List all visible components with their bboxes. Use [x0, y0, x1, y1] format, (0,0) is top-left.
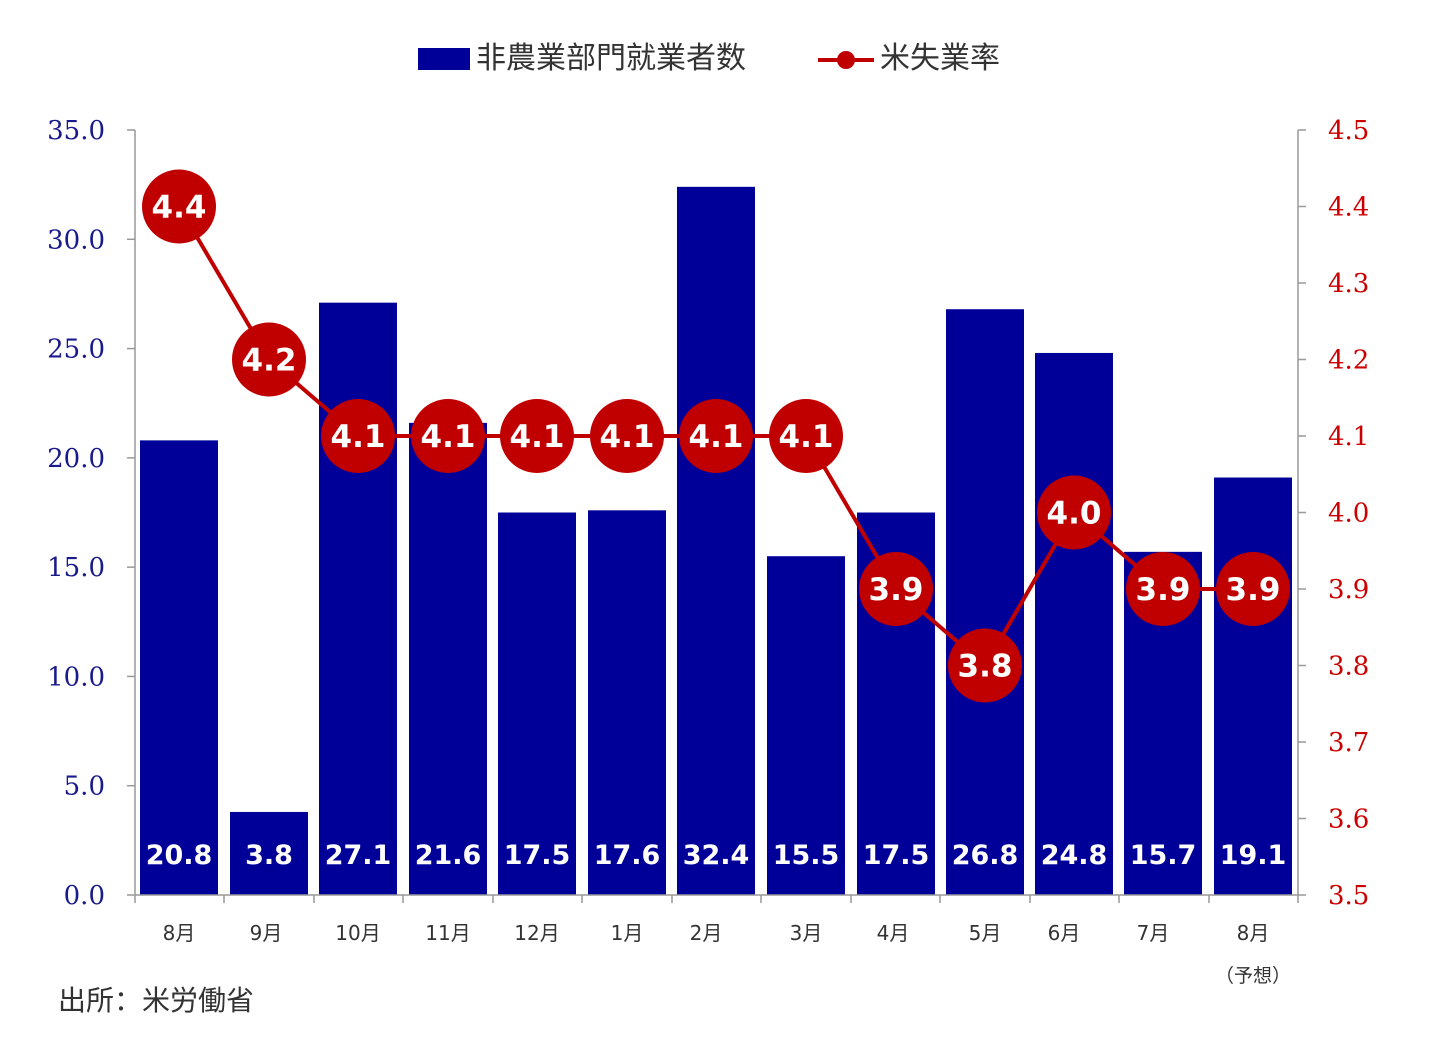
unemployment-value-label: 4.1 [689, 419, 744, 455]
left-axis-tick-label: 5.0 [64, 772, 105, 802]
left-axis-tick-label: 10.0 [47, 662, 105, 692]
unemployment-point [769, 399, 843, 473]
left-axis-tick-label: 35.0 [47, 116, 105, 146]
unemployment-point [1037, 475, 1111, 550]
bar-value-label: 27.1 [325, 840, 392, 871]
legend-line-label: 米失業率 [880, 41, 1000, 76]
right-axis-tick-label: 4.2 [1328, 346, 1369, 376]
right-axis-tick-label: 4.3 [1328, 269, 1369, 299]
legend-bar-swatch [418, 48, 470, 70]
bar [767, 556, 845, 895]
left-axis-tick-label: 20.0 [47, 444, 105, 474]
unemployment-value-label: 4.1 [510, 419, 565, 455]
right-axis-tick-label: 4.1 [1328, 422, 1369, 452]
unemployment-line: 4.4 4.2 4.1 4.1 4.1 4.1 4.1 4.1 3.9 3.8 4.0 3.9 3.9 [142, 169, 1290, 703]
source-note: 出所：米労働省 [58, 984, 254, 1017]
bar-value-label: 15.5 [773, 840, 840, 871]
unemployment-point [232, 322, 306, 397]
bar [1214, 477, 1292, 895]
bar-value-label: 20.8 [146, 840, 213, 871]
bars [140, 186, 1292, 896]
unemployment-point [411, 399, 485, 473]
right-axis-tick-label: 3.6 [1328, 805, 1369, 835]
bar-value-label: 15.7 [1130, 840, 1197, 871]
bar [1035, 352, 1113, 895]
unemployment-value-label: 3.9 [1136, 572, 1191, 608]
right-axis-tick-label: 4.5 [1328, 116, 1369, 146]
legend-line-marker [837, 51, 855, 69]
unemployment-point [142, 169, 216, 244]
bar [498, 512, 576, 895]
bar-value-label: 26.8 [952, 840, 1019, 871]
bar-value-label: 21.6 [415, 840, 482, 871]
bar [140, 440, 218, 895]
category-label: 5月 [969, 921, 1002, 945]
bar-value-label: 19.1 [1220, 840, 1287, 871]
right-axis-tick-label: 3.8 [1328, 652, 1369, 682]
forecast-note: （予想） [1215, 965, 1291, 987]
bar-value-label: 3.8 [245, 840, 293, 871]
bar [946, 309, 1024, 895]
unemployment-point [859, 552, 933, 626]
unemployment-point [1126, 552, 1200, 626]
unemployment-point [948, 628, 1022, 703]
unemployment-value-label: 4.1 [331, 419, 386, 455]
category-label: 8月 [1237, 921, 1270, 945]
category-label: 4月 [877, 921, 910, 945]
category-label: 2月 [690, 921, 723, 945]
legend: 非農業部門就業者数 米失業率 [418, 41, 1000, 76]
right-axis-tick-label: 4.0 [1328, 499, 1369, 529]
bar [677, 186, 755, 896]
right-axis-tick-label: 4.4 [1328, 193, 1369, 223]
category-label: 3月 [790, 921, 823, 945]
legend-bar-label: 非農業部門就業者数 [476, 41, 746, 76]
unemployment-point [500, 399, 574, 473]
unemployment-value-label: 4.1 [421, 419, 476, 455]
right-axis-tick-label: 3.9 [1328, 575, 1369, 605]
bar-value-label: 17.5 [863, 840, 930, 871]
unemployment-value-label: 3.9 [869, 572, 924, 608]
left-axis-tick-label: 15.0 [47, 553, 105, 583]
bar-value-label: 17.6 [594, 840, 661, 871]
unemployment-value-label: 4.1 [779, 419, 834, 455]
unemployment-point [321, 399, 395, 473]
category-label: 9月 [250, 921, 283, 945]
bar-value-label: 32.4 [683, 840, 750, 871]
unemployment-point [590, 399, 664, 473]
right-axis-tick-label: 3.7 [1328, 728, 1369, 758]
category-label: 1月 [611, 921, 644, 945]
bar-value-label: 17.5 [504, 840, 571, 871]
category-label: 10月 [335, 921, 380, 945]
unemployment-value-label: 3.9 [1226, 572, 1281, 608]
category-label: 11月 [425, 921, 470, 945]
left-axis-tick-label: 25.0 [47, 335, 105, 365]
unemployment-value-label: 4.2 [242, 343, 297, 379]
left-axis-tick-label: 0.0 [64, 881, 105, 911]
unemployment-value-label: 4.1 [600, 419, 655, 455]
unemployment-value-label: 3.8 [958, 649, 1013, 685]
bar [588, 510, 666, 895]
category-label: 7月 [1137, 921, 1170, 945]
bar [230, 811, 308, 895]
category-label: 12月 [514, 921, 559, 945]
unemployment-point [1216, 552, 1290, 626]
labels: 20.8 3.8 27.1 21.6 17.5 17.6 32.4 15.5 17.5 26.8 2… [146, 840, 1287, 871]
category-label: 8月 [163, 921, 196, 945]
bar [319, 302, 397, 896]
unemployment-value-label: 4.4 [152, 190, 207, 226]
unemployment-point [679, 399, 753, 473]
unemployment-value-label: 4.0 [1047, 496, 1102, 532]
axes: 0.0 5.0 10.0 15.0 20.0 25.0 30.0 35.0 3.5 3.6 3.7 3… [47, 116, 1369, 987]
left-axis-tick-label: 30.0 [47, 225, 105, 255]
right-axis-tick-label: 3.5 [1328, 881, 1369, 911]
category-label: 6月 [1048, 921, 1081, 945]
bar [409, 422, 487, 895]
bar-value-label: 24.8 [1041, 840, 1108, 871]
